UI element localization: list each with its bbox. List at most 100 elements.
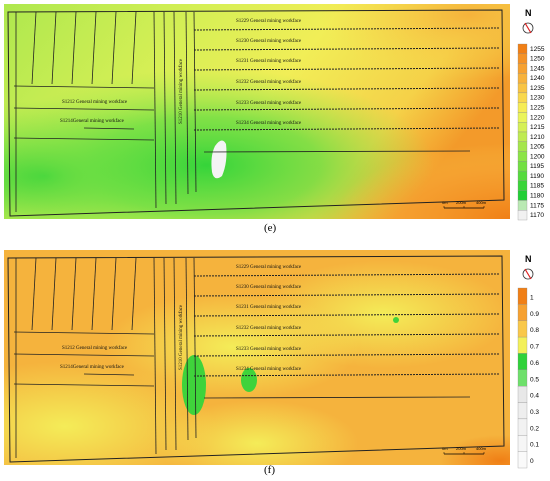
low-anomaly-e [211,140,227,179]
face-label-s1230: S1230 General mining workface [236,39,302,44]
face-label-s1232: S1232 General mining workface [236,80,302,85]
green-patch-1 [182,355,206,415]
legend-swatch [517,435,528,452]
legend-tick-label: 0.3 [530,409,539,416]
legend-swatch [517,190,528,201]
legend-tick-label: 1180 [530,193,544,200]
legend-swatch [517,63,528,74]
face-label-s1231: S1231 General mining workface [236,59,302,64]
map-e: S1229 General mining workface S1230 Gene… [4,4,510,219]
north-label-e: N [525,8,532,18]
legend-tick-label: 1205 [530,144,545,151]
legend-swatch [517,287,528,305]
legend-swatch [517,82,528,94]
legend-swatch [517,92,528,103]
face-label-s1212: S1212 General mining workface [62,100,128,105]
legend-f: N 1 0.9 0.8 0.7 0.6 0.5 0.4 0.3 0.2 0.1 0 [517,254,539,469]
legend-tick-label: 1240 [530,75,545,82]
panel-f: S1229 General mining workface S1230 Gene… [0,244,550,481]
legend-swatch [517,304,528,321]
map-f: S1229 General mining workface S1230 Gene… [4,250,510,465]
legend-swatch [517,141,528,152]
legend-tick-label: 1195 [530,163,544,170]
legend-swatch [517,451,528,469]
legend-tick-label: 0.2 [530,425,539,432]
legend-tick-label: 1 [530,294,534,301]
legend-tick-label: 1250 [530,56,545,63]
legend-swatch [517,336,528,354]
legend-tick-label: 1215 [530,124,545,131]
legend-tick-label: 0.8 [530,327,539,334]
legend-swatch [517,353,528,370]
face-label-s1210: S1210 General mining workface [179,304,184,370]
legend-tick-label: 1190 [530,173,544,180]
face-label-s1234: S1234 General mining workface [236,121,302,126]
svg-text:400m: 400m [476,446,487,451]
legend-tick-label: 1200 [530,153,545,160]
legend-swatch [517,180,528,191]
legend-tick-label: 0.5 [530,376,539,383]
face-label-s1232: S1232 General mining workface [236,326,302,331]
legend-tick-label: 1235 [530,85,545,92]
legend-tick-label: 1230 [530,95,545,102]
legend-e: N 1255 1250 1245 1240 1235 1230 1225 1220 1215 12… [517,8,545,221]
north-arrow-icon [522,268,534,280]
legend-tick-label: 1225 [530,105,545,112]
legend-swatch [517,122,528,133]
legend-swatch [517,43,528,54]
legend-swatch [517,102,528,113]
panel-label-f: (f) [264,464,275,476]
green-patch-2 [241,368,257,392]
legend-swatch [517,151,528,162]
face-label-s1233: S1233 General mining workface [236,347,302,352]
green-patch-3 [393,317,399,323]
legend-swatch [517,112,528,123]
legend-swatch [517,386,528,403]
legend-tick-label: 0.6 [530,360,539,367]
north-arrow-icon [522,22,534,34]
face-label-s1229: S1229 General mining workface [236,19,302,24]
panel-e: S1229 General mining workface S1230 Gene… [0,0,550,240]
legend-tick-label: 0.4 [530,393,539,400]
face-label-s1233: S1233 General mining workface [236,101,302,106]
svg-text:200m: 200m [456,446,467,451]
legend-tick-label: 0.1 [530,442,539,449]
face-label-s1231: S1231 General mining workface [236,305,302,310]
legend-swatch [517,418,528,436]
north-label-f: N [525,254,532,264]
legend-swatch [517,369,528,387]
svg-text:0m: 0m [442,200,448,205]
scale-bar-f: 0m 200m 400m [442,446,487,455]
legend-tick-label: 1170 [530,212,544,219]
face-label-s1212: S1212 General mining workface [62,346,128,351]
legend-swatch [517,161,528,172]
legend-swatch [517,200,528,211]
scale-bar-e: 0m 200m 400m [442,200,487,209]
legend-swatch [517,170,528,182]
legend-tick-label: 0 [530,458,534,465]
svg-text:400m: 400m [476,200,487,205]
legend-tick-label: 1220 [530,114,545,121]
legend-tick-label: 0.9 [530,311,539,318]
face-label-s1210: S1210 General mining workface [179,58,184,124]
face-label-s1214: S1214General mining workface [60,119,125,124]
legend-swatch [517,53,528,64]
legend-swatch [517,320,528,338]
legend-tick-label: 1255 [530,46,545,53]
legend-swatch [517,402,528,420]
face-label-s1214: S1214General mining workface [60,365,125,370]
legend-swatch [517,210,528,221]
legend-tick-label: 1210 [530,134,545,141]
legend-swatch [517,131,528,142]
face-label-s1230: S1230 General mining workface [236,285,302,290]
legend-swatch [517,73,528,84]
face-label-s1234: S1234 General mining workface [236,367,302,372]
legend-tick-label: 1245 [530,65,545,72]
svg-text:0m: 0m [442,446,448,451]
face-label-s1229: S1229 General mining workface [236,265,302,270]
svg-text:200m: 200m [456,200,467,205]
legend-tick-label: 0.7 [530,344,539,351]
legend-tick-label: 1175 [530,202,544,209]
legend-tick-label: 1185 [530,183,544,190]
panel-label-e: (e) [264,222,277,234]
